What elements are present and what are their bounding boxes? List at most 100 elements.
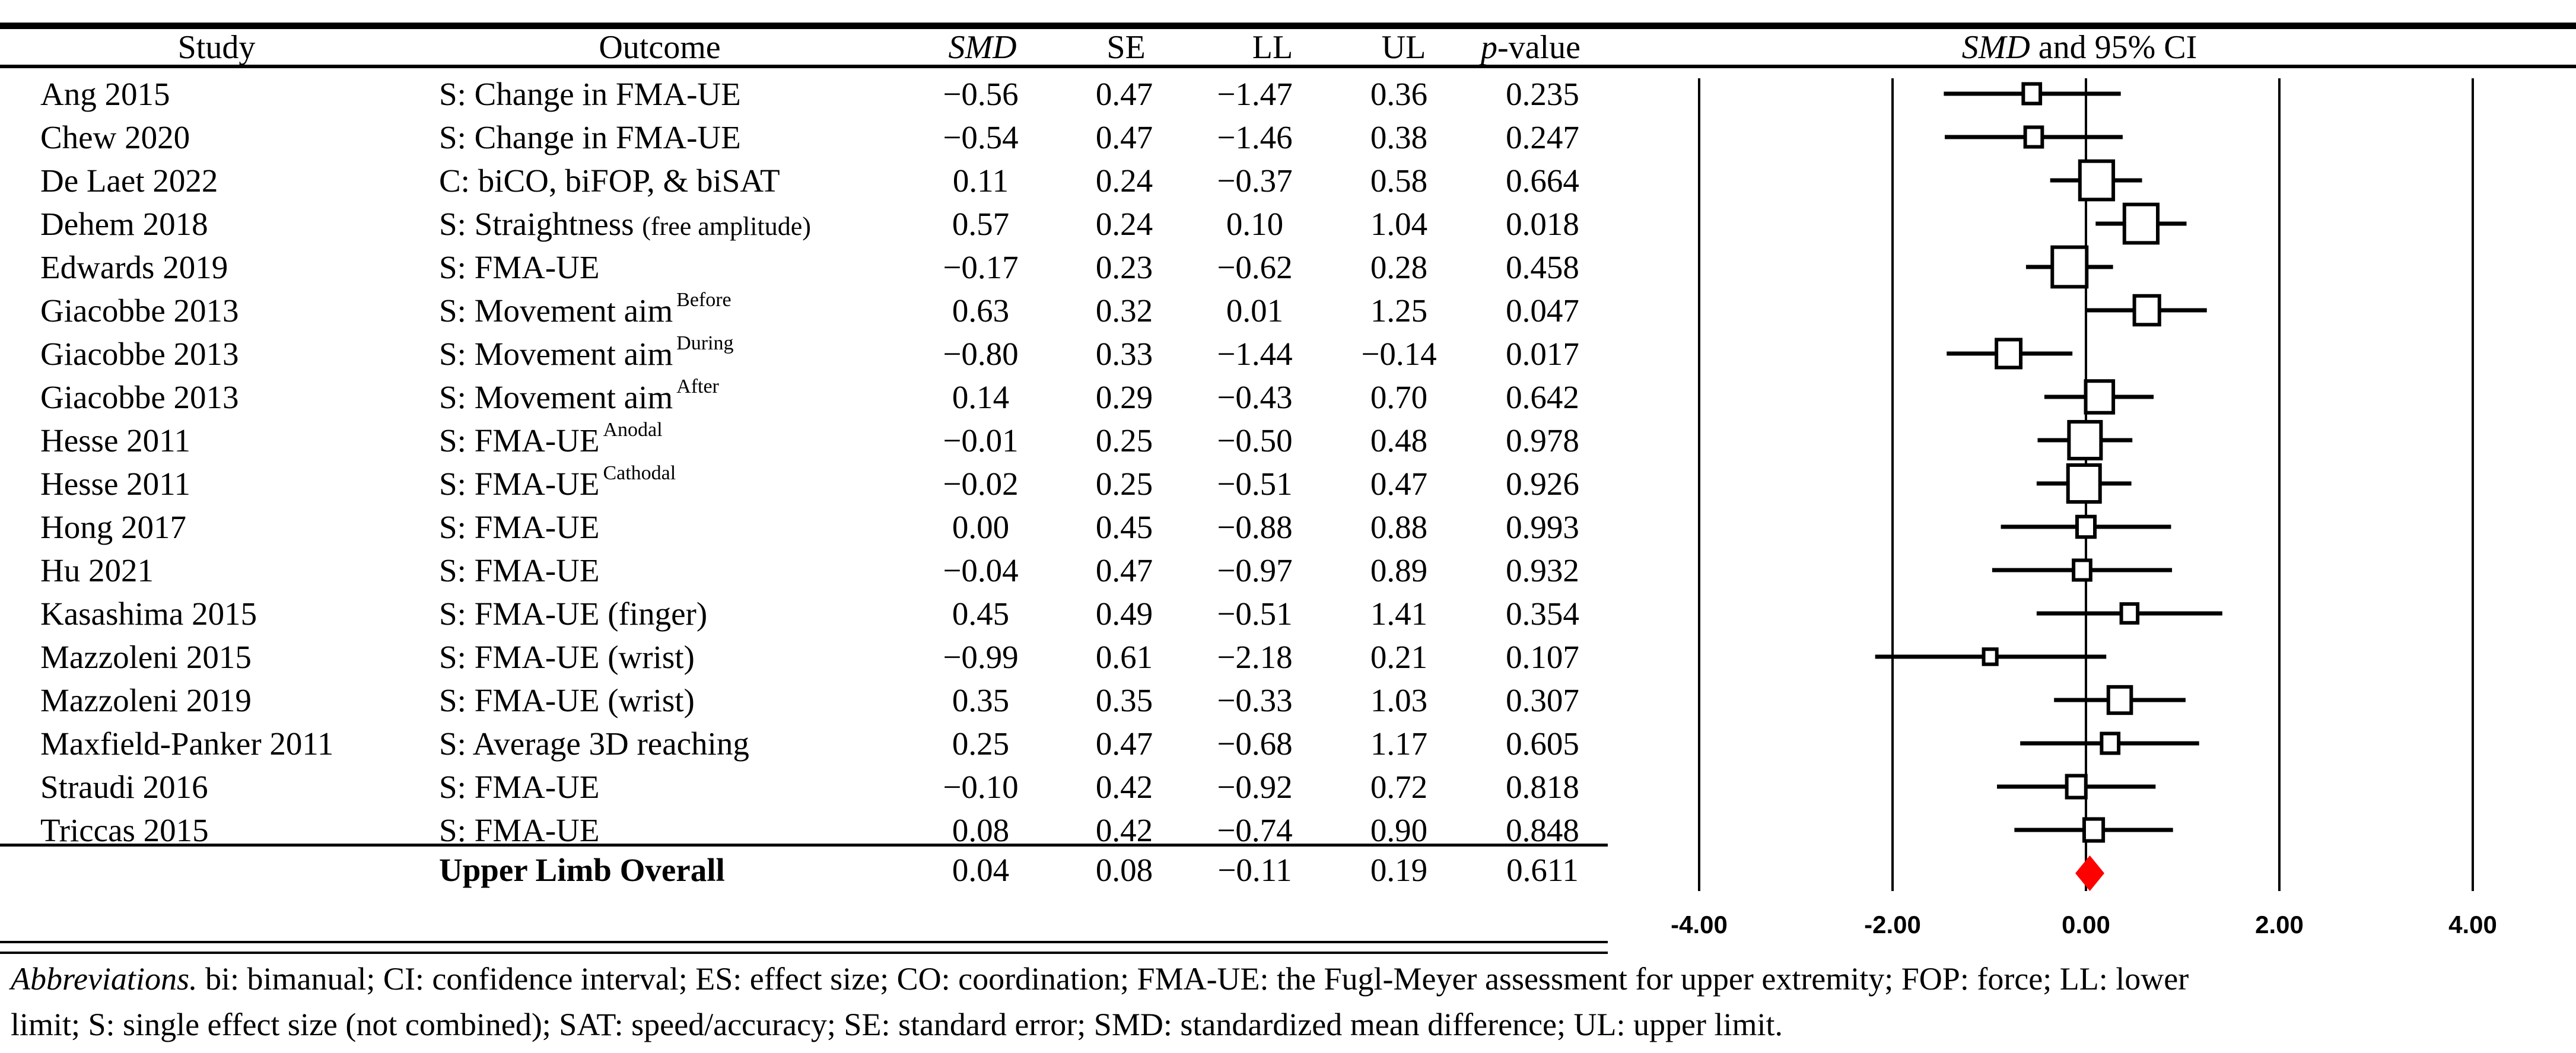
p-cell: 0.642 xyxy=(1506,378,1579,415)
smd-box xyxy=(2132,294,2161,327)
ul-cell: 0.47 xyxy=(1370,465,1428,502)
column-header-study: Study xyxy=(177,29,256,66)
study-cell: Giacobbe 2013 xyxy=(40,378,239,415)
smd-cell: 0.63 xyxy=(952,292,1010,329)
table-row: Mazzoleni 2019 S: FMA-UE (wrist) 0.35 0.35 −… xyxy=(0,679,1637,722)
study-cell: Hu 2021 xyxy=(40,552,154,588)
ul-cell: 0.28 xyxy=(1370,249,1428,285)
ul-cell: 0.48 xyxy=(1370,422,1428,459)
se-cell: 0.25 xyxy=(1095,422,1153,459)
table-row: Hesse 2011 S: FMA-UE Anodal −0.01 0.25 −0.50 0… xyxy=(0,419,1637,462)
outcome-cell: S: FMA-UE xyxy=(439,765,599,809)
outcome-cell: S: FMA-UE (wrist) xyxy=(439,679,695,722)
se-cell: 0.47 xyxy=(1095,75,1153,112)
footer-line-2: limit; S: single effect size (not combin… xyxy=(11,1007,1783,1042)
p-cell: 0.664 xyxy=(1506,162,1579,199)
p-cell: 0.354 xyxy=(1506,595,1579,632)
p-cell: 0.235 xyxy=(1506,75,1579,112)
outcome-text: S: FMA-UE xyxy=(439,508,600,545)
ll-cell: −1.47 xyxy=(1217,75,1293,112)
smd-cell: 0.25 xyxy=(952,725,1010,762)
ll-cell: −0.88 xyxy=(1217,508,1293,545)
outcome-cell: S: Change in FMA-UE xyxy=(439,116,741,159)
overall-separator-rule xyxy=(0,844,1608,847)
smd-box xyxy=(2084,379,2116,415)
p-cell: 0.307 xyxy=(1506,682,1579,718)
se-cell: 0.45 xyxy=(1095,508,1153,545)
study-cell: Hong 2017 xyxy=(40,508,186,545)
outcome-cell: S: FMA-UE Anodal xyxy=(439,419,663,462)
outcome-cell: S: FMA-UE xyxy=(439,549,599,592)
overall-ul: 0.19 xyxy=(1370,852,1428,888)
ll-cell: −0.51 xyxy=(1217,595,1293,632)
p-cell: 0.993 xyxy=(1506,508,1579,545)
study-cell: Giacobbe 2013 xyxy=(40,292,239,329)
smd-cell: −0.99 xyxy=(943,638,1019,675)
table-row: Straudi 2016 S: FMA-UE −0.10 0.42 −0.92 0.72 0… xyxy=(0,765,1637,809)
ll-cell: −1.44 xyxy=(1217,335,1293,372)
se-cell: 0.33 xyxy=(1095,335,1153,372)
smd-box xyxy=(1995,338,2023,370)
axis-tick-label: 2.00 xyxy=(2255,911,2304,939)
outcome-text: S: FMA-UE (finger) xyxy=(439,595,708,632)
se-cell: 0.29 xyxy=(1095,378,1153,415)
se-cell: 0.47 xyxy=(1095,119,1153,155)
se-cell: 0.47 xyxy=(1095,552,1153,588)
column-header-ll: LL xyxy=(1252,29,1293,66)
se-cell: 0.49 xyxy=(1095,595,1153,632)
ul-cell: 1.25 xyxy=(1370,292,1428,329)
smd-box xyxy=(2119,602,2140,625)
p-cell: 0.047 xyxy=(1506,292,1579,329)
p-value-rest: -value xyxy=(1497,29,1580,66)
study-cell: Hesse 2011 xyxy=(40,422,191,459)
ul-cell: 0.38 xyxy=(1370,119,1428,155)
outcome-cell: S: Average 3D reaching xyxy=(439,722,749,765)
table-row: Hu 2021 S: FMA-UE −0.04 0.47 −0.97 0.89 0.932 xyxy=(0,549,1637,592)
smd-cell: −0.17 xyxy=(943,249,1019,285)
study-cell: Dehem 2018 xyxy=(40,205,208,242)
p-cell: 0.458 xyxy=(1506,249,1579,285)
smd-cell: −0.54 xyxy=(943,119,1019,155)
se-cell: 0.42 xyxy=(1095,768,1153,805)
study-cell: Hesse 2011 xyxy=(40,465,191,502)
outcome-text: S: FMA-UE xyxy=(439,422,600,459)
outcome-cell: C: biCO, biFOP, & biSAT xyxy=(439,159,780,202)
study-cell: Edwards 2019 xyxy=(40,249,228,285)
outcome-cell: S: FMA-UE xyxy=(439,246,599,289)
overall-se: 0.08 xyxy=(1095,852,1153,888)
footer-line-1: Abbreviations. bi: bimanual; CI: confide… xyxy=(11,956,2568,1002)
table-row: Giacobbe 2013 S: Movement aim Before 0.63 0.… xyxy=(0,289,1637,332)
column-header-smd: SMD xyxy=(948,29,1017,66)
smd-cell: 0.00 xyxy=(952,508,1010,545)
ul-cell: 0.72 xyxy=(1370,768,1428,805)
column-header-outcome: Outcome xyxy=(599,29,721,66)
outcome-superscript: Before xyxy=(676,289,732,311)
smd-cell: −0.01 xyxy=(943,422,1019,459)
se-cell: 0.24 xyxy=(1095,162,1153,199)
axis-tick-label: 4.00 xyxy=(2448,911,2497,939)
p-cell: 0.247 xyxy=(1506,119,1579,155)
outcome-cell: S: Movement aim During xyxy=(439,332,733,376)
p-cell: 0.107 xyxy=(1506,638,1579,675)
se-cell: 0.25 xyxy=(1095,465,1153,502)
column-header-se: SE xyxy=(1106,29,1146,66)
outcome-text: S: Change in FMA-UE xyxy=(439,119,741,155)
smd-box xyxy=(2078,159,2116,202)
ll-cell: −1.46 xyxy=(1217,119,1293,155)
smd-cell: −0.56 xyxy=(943,75,1019,112)
header-rule xyxy=(0,65,2576,68)
outcome-cell: S: FMA-UE xyxy=(439,809,599,852)
abbreviations-word: Abbreviations. xyxy=(11,961,198,997)
outcome-text: S: Movement aim xyxy=(439,335,673,372)
p-cell: 0.605 xyxy=(1506,725,1579,762)
se-cell: 0.42 xyxy=(1095,812,1153,848)
axis-tick-label: -4.00 xyxy=(1671,911,1728,939)
ul-cell: 0.58 xyxy=(1370,162,1428,199)
top-rule xyxy=(0,23,2576,29)
outcome-superscript: Anodal xyxy=(603,419,663,441)
ll-cell: −0.68 xyxy=(1217,725,1293,762)
outcome-text: C: biCO, biFOP, & biSAT xyxy=(439,162,780,199)
smd-cell: 0.08 xyxy=(952,812,1010,848)
outcome-text: S: Average 3D reaching xyxy=(439,725,749,762)
